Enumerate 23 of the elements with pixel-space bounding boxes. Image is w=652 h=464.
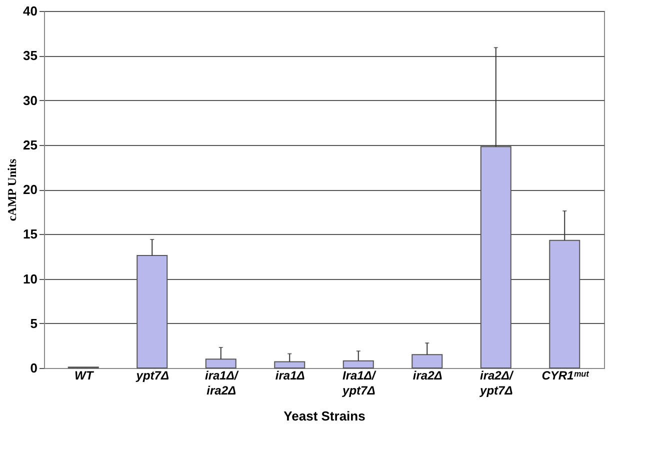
y-tick-label: 0 <box>30 360 38 376</box>
y-tick-label: 35 <box>23 48 38 64</box>
bar <box>342 360 374 368</box>
x-tick-label: ira1Δ/ ira2Δ <box>205 368 240 398</box>
bar <box>205 358 236 368</box>
x-tick-label: Ira1Δ/ ypt7Δ <box>342 368 377 398</box>
x-tick-label: WT <box>74 368 95 382</box>
y-tick-label: 40 <box>23 4 38 18</box>
y-tick-label: 10 <box>23 271 38 286</box>
x-tick-label: ira2Δ/ ypt7Δ <box>479 368 514 398</box>
x-tick-label: ypt7Δ <box>135 368 169 382</box>
y-tick-label: 15 <box>23 226 38 242</box>
x-tick-label: ira1Δ <box>275 368 305 382</box>
y-tick-label: 20 <box>23 182 38 197</box>
x-tick-label: ira2Δ <box>412 368 442 382</box>
y-tick-label: 25 <box>23 137 38 152</box>
bar <box>274 361 306 368</box>
y-axis-title: cAMP Units <box>5 158 20 222</box>
y-tick-label: 5 <box>30 316 38 331</box>
x-tick-label: CYR1ᵐᵘᵗ <box>542 368 590 382</box>
y-tick-label: 30 <box>23 92 38 108</box>
x-axis-title: Yeast Strains <box>284 408 366 424</box>
bar <box>412 354 443 368</box>
